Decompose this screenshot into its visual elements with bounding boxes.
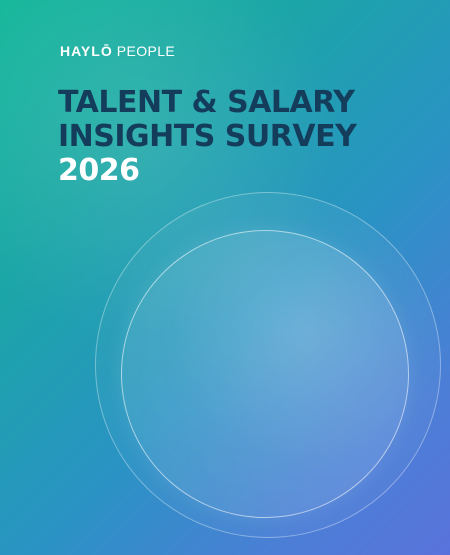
brand-logo: HAYLŌ PEOPLE (60, 43, 175, 61)
brand-suffix: PEOPLE (116, 43, 176, 59)
decorative-circle-inner (121, 230, 409, 518)
title-line-2: INSIGHTS SURVEY (58, 118, 357, 154)
brand-name: HAYLŌ (60, 43, 113, 59)
cover-year: 2026 (58, 153, 140, 189)
cover-title: TALENT & SALARY INSIGHTS SURVEY 2026 (58, 86, 418, 188)
title-line-1: TALENT & SALARY (58, 85, 355, 120)
